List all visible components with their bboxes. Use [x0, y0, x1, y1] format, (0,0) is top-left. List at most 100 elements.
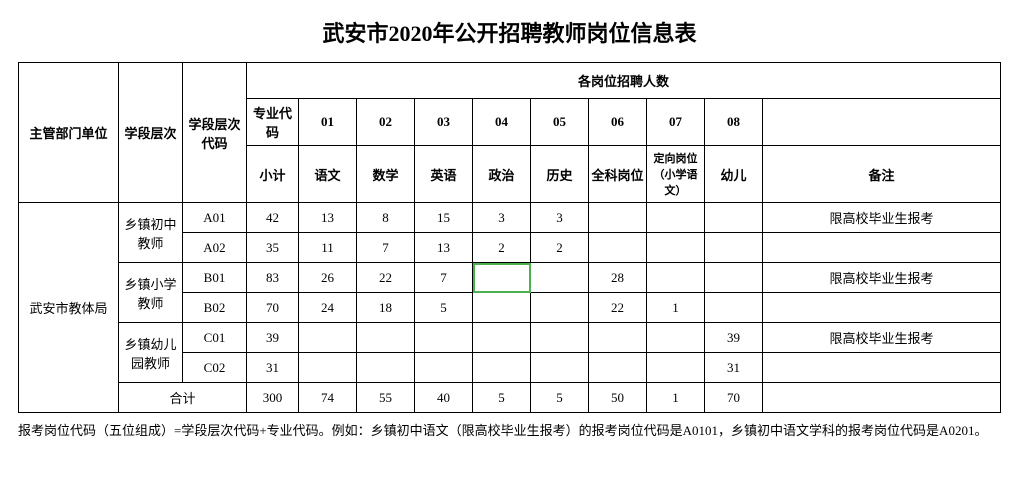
cell-subtotal: 70	[247, 293, 299, 323]
cell-total-remark	[763, 383, 1001, 413]
cell-value	[647, 263, 705, 293]
cell-remark	[763, 353, 1001, 383]
hdr-level-code: 学段层次代码	[183, 63, 247, 203]
cell-value	[531, 293, 589, 323]
hdr-subj-code: 专业代码	[247, 99, 299, 146]
cell-value	[473, 293, 531, 323]
table-header: 主管部门单位 学段层次 学段层次代码 各岗位招聘人数 专业代码010203040…	[19, 63, 1001, 203]
cell-value: 8	[357, 203, 415, 233]
cell-remark	[763, 233, 1001, 263]
page-title: 武安市2020年公开招聘教师岗位信息表	[18, 16, 1001, 48]
cell-remark: 限高校毕业生报考	[763, 203, 1001, 233]
cell-value: 28	[589, 263, 647, 293]
hdr-remark-spacer	[763, 99, 1001, 146]
cell-value	[531, 263, 589, 293]
cell-value: 22	[357, 263, 415, 293]
cell-value: 39	[705, 323, 763, 353]
cell-value: 13	[415, 233, 473, 263]
cell-total-value: 1	[647, 383, 705, 413]
cell-value	[415, 323, 473, 353]
hdr-code-05: 05	[531, 99, 589, 146]
cell-total-value: 50	[589, 383, 647, 413]
hdr-remark: 备注	[763, 146, 1001, 203]
cell-total-label: 合计	[119, 383, 247, 413]
cell-value	[647, 353, 705, 383]
hdr-subject: 数学	[357, 146, 415, 203]
hdr-dept: 主管部门单位	[19, 63, 119, 203]
table-row: 武安市教体局乡镇初中教师A01421381533限高校毕业生报考	[19, 203, 1001, 233]
hdr-level: 学段层次	[119, 63, 183, 203]
cell-value	[473, 353, 531, 383]
cell-value: 3	[531, 203, 589, 233]
hdr-subject: 定向岗位（小学语文）	[647, 146, 705, 203]
hdr-subject: 政治	[473, 146, 531, 203]
cell-level: 乡镇幼儿园教师	[119, 323, 183, 383]
cell-value: 1	[647, 293, 705, 323]
cell-remark: 限高校毕业生报考	[763, 263, 1001, 293]
cell-value: 15	[415, 203, 473, 233]
cell-value	[357, 353, 415, 383]
cell-level-code: B01	[183, 263, 247, 293]
cell-value: 2	[531, 233, 589, 263]
cell-value: 22	[589, 293, 647, 323]
cell-subtotal: 39	[247, 323, 299, 353]
hdr-group: 各岗位招聘人数	[247, 63, 1001, 99]
cell-level-code: A01	[183, 203, 247, 233]
cell-value	[705, 263, 763, 293]
cell-value	[299, 353, 357, 383]
cell-subtotal: 31	[247, 353, 299, 383]
cell-value: 2	[473, 233, 531, 263]
cell-value	[357, 323, 415, 353]
cell-value	[531, 323, 589, 353]
hdr-subject: 幼儿	[705, 146, 763, 203]
cell-value	[299, 323, 357, 353]
cell-subtotal: 83	[247, 263, 299, 293]
cell-value	[473, 263, 531, 293]
cell-value: 5	[415, 293, 473, 323]
hdr-subject: 语文	[299, 146, 357, 203]
cell-level-code: C02	[183, 353, 247, 383]
cell-value: 3	[473, 203, 531, 233]
cell-total-subtotal: 300	[247, 383, 299, 413]
footnote: 报考岗位代码（五位组成）=学段层次代码+专业代码。例如：乡镇初中语文（限高校毕业…	[18, 421, 1001, 442]
cell-total-value: 5	[531, 383, 589, 413]
cell-value	[589, 233, 647, 263]
cell-value	[705, 233, 763, 263]
hdr-subject: 全科岗位	[589, 146, 647, 203]
cell-level-code: A02	[183, 233, 247, 263]
cell-remark: 限高校毕业生报考	[763, 323, 1001, 353]
cell-value: 24	[299, 293, 357, 323]
cell-level-code: C01	[183, 323, 247, 353]
cell-level-code: B02	[183, 293, 247, 323]
cell-total-value: 5	[473, 383, 531, 413]
cell-value	[705, 203, 763, 233]
cell-subtotal: 35	[247, 233, 299, 263]
table-body: 武安市教体局乡镇初中教师A01421381533限高校毕业生报考A0235117…	[19, 203, 1001, 413]
cell-value: 26	[299, 263, 357, 293]
cell-value	[589, 323, 647, 353]
cell-remark	[763, 293, 1001, 323]
cell-value	[647, 203, 705, 233]
cell-value	[589, 203, 647, 233]
hdr-subject: 英语	[415, 146, 473, 203]
cell-value	[705, 293, 763, 323]
hdr-code-03: 03	[415, 99, 473, 146]
cell-value: 18	[357, 293, 415, 323]
hdr-code-01: 01	[299, 99, 357, 146]
cell-total-value: 74	[299, 383, 357, 413]
cell-total-value: 40	[415, 383, 473, 413]
hdr-code-07: 07	[647, 99, 705, 146]
table-row: 乡镇小学教师B01832622728限高校毕业生报考	[19, 263, 1001, 293]
table-row-total: 合计3007455405550170	[19, 383, 1001, 413]
hdr-subject: 历史	[531, 146, 589, 203]
cell-total-value: 55	[357, 383, 415, 413]
hdr-subtotal: 小计	[247, 146, 299, 203]
table-row: 乡镇幼儿园教师C013939限高校毕业生报考	[19, 323, 1001, 353]
cell-total-value: 70	[705, 383, 763, 413]
cell-value: 7	[357, 233, 415, 263]
cell-value: 7	[415, 263, 473, 293]
cell-value	[647, 323, 705, 353]
cell-level: 乡镇初中教师	[119, 203, 183, 263]
cell-level: 乡镇小学教师	[119, 263, 183, 323]
hdr-code-08: 08	[705, 99, 763, 146]
